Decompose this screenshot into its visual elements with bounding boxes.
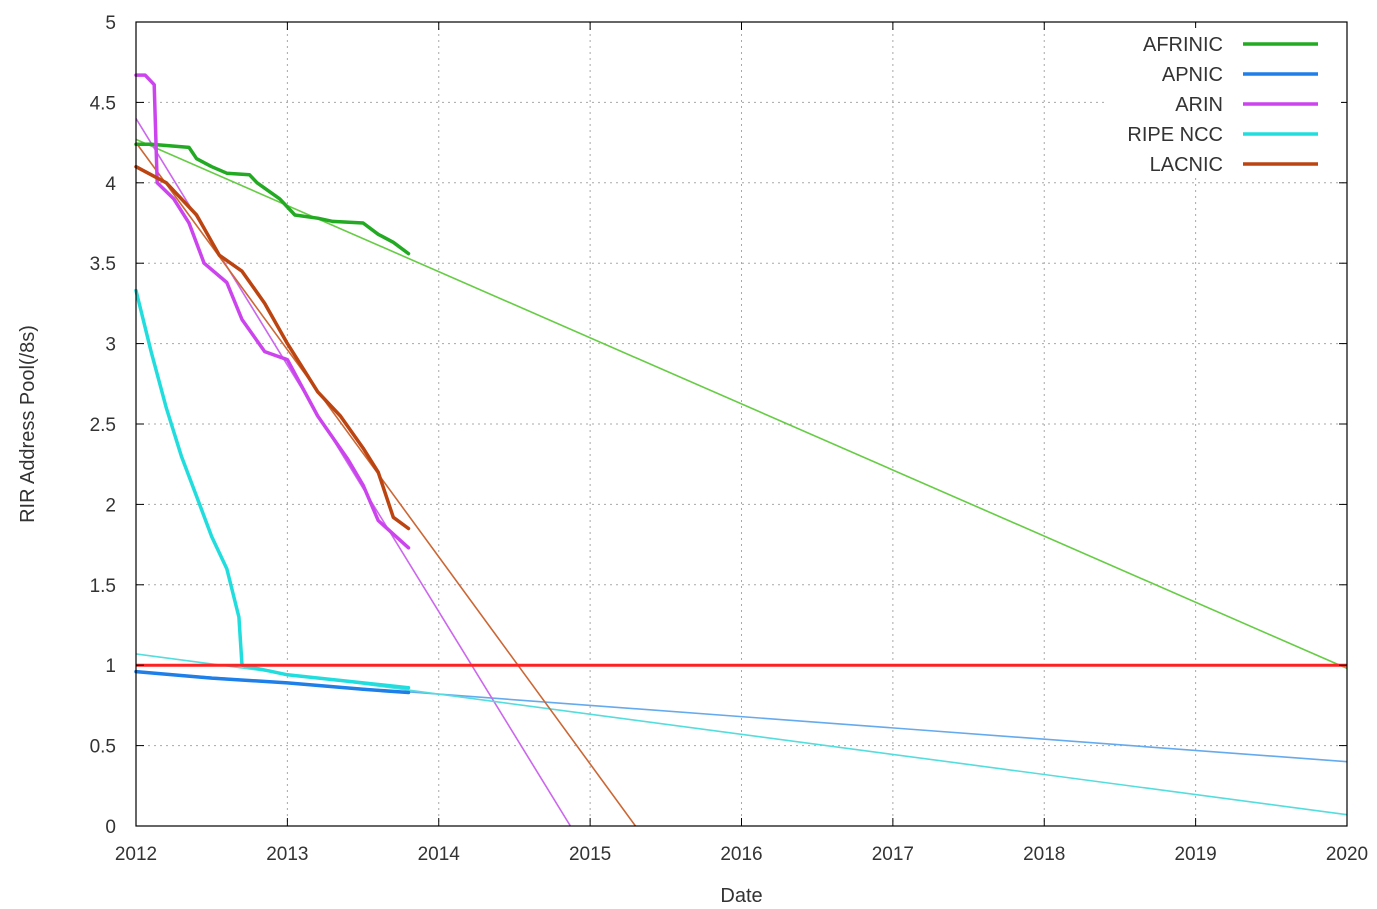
x-tick-label: 2014 xyxy=(418,844,461,865)
y-tick-label: 3 xyxy=(105,335,116,356)
legend-label: RIPE NCC xyxy=(1127,124,1223,146)
x-tick-label: 2019 xyxy=(1174,844,1216,865)
series-line-apnic xyxy=(134,669,411,695)
x-axis-title: Date xyxy=(720,885,762,907)
series-line-ripe-ncc xyxy=(134,288,411,690)
series-line-afrinic xyxy=(134,142,411,256)
x-tick-label: 2013 xyxy=(266,844,308,865)
series-line-lacnic xyxy=(134,164,411,531)
y-tick-label: 2 xyxy=(105,495,116,516)
series-line-arin xyxy=(134,73,411,550)
y-tick-label: 4 xyxy=(105,174,116,195)
x-tick-label: 2012 xyxy=(115,844,157,865)
y-tick-label: 5 xyxy=(105,13,116,34)
x-tick-label: 2018 xyxy=(1023,844,1065,865)
x-tick-label: 2020 xyxy=(1326,844,1368,865)
legend-label: LACNIC xyxy=(1150,154,1223,176)
y-tick-label: 1.5 xyxy=(90,576,116,597)
grid-layer xyxy=(136,22,1347,826)
y-axis-title: RIR Address Pool(/8s) xyxy=(17,325,39,523)
legend-label: APNIC xyxy=(1162,64,1223,86)
x-tick-label: 2015 xyxy=(569,844,611,865)
y-tick-label: 0 xyxy=(105,817,116,838)
y-tick-label: 1 xyxy=(105,656,116,677)
legend-label: ARIN xyxy=(1175,94,1223,116)
y-tick-label: 2.5 xyxy=(90,415,116,436)
y-tick-label: 0.5 xyxy=(90,737,116,758)
legend: AFRINIC APNIC ARIN RIPE NCC LACNIC xyxy=(1105,28,1341,178)
y-tick-label: 3.5 xyxy=(90,254,116,275)
tick-layer: 2012 2013 2014 2015 2016 2017 2018 2019 2020 0 0.5… xyxy=(90,13,1369,865)
x-tick-label: 2016 xyxy=(720,844,762,865)
legend-label: AFRINIC xyxy=(1143,34,1223,56)
trend-line-afrinic xyxy=(135,138,1348,670)
series-layer xyxy=(134,73,411,695)
y-tick-label: 4.5 xyxy=(90,93,116,114)
x-tick-label: 2017 xyxy=(872,844,914,865)
